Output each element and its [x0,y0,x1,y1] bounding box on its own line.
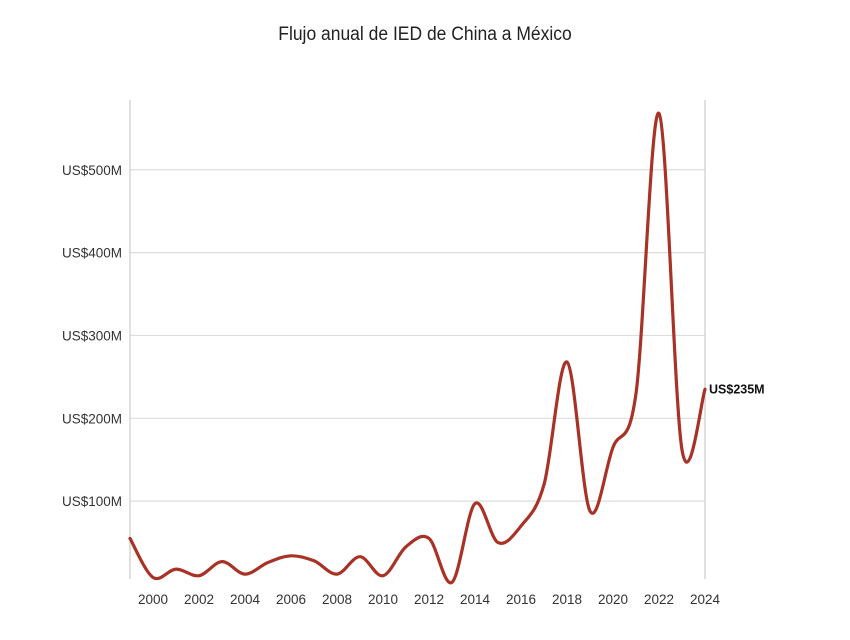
data-point-2018 [565,360,569,364]
data-point-2021 [634,391,638,395]
x-tick-label: 2002 [184,592,214,607]
x-tick-label: 2000 [138,592,168,607]
x-tick-label: 2008 [322,592,352,607]
x-tick-label: 2006 [276,592,306,607]
y-tick-label: US$300M [62,328,122,343]
data-point-2001 [174,567,178,571]
gridlines [130,169,705,502]
series-line-0 [128,111,707,584]
data-point-2010 [381,574,385,578]
chart-title: Flujo anual de IED de China a México [278,24,572,45]
x-tick-label: 2010 [368,592,398,607]
data-point-2009 [358,555,362,559]
end-value-label: US$235M [709,382,765,396]
data-point-2024 [703,387,707,391]
data-point-2003 [220,560,224,564]
data-point-2011 [404,545,408,549]
data-point-2015 [496,541,500,545]
axes [129,100,706,579]
x-tick-label: 2018 [552,592,582,607]
x-tick-label: 2012 [414,592,444,607]
data-point-2016 [519,524,523,528]
data-point-2022 [657,111,661,115]
data-point-2005 [266,561,270,565]
x-tick-label: 2024 [690,592,721,607]
data-point-2007 [312,559,316,563]
x-tick-label: 2014 [460,592,491,607]
data-point-2020 [611,445,615,449]
data-point-2008 [335,572,339,576]
data-point-2013 [450,580,454,584]
x-tick-label: 2004 [230,592,261,607]
y-tick-label: US$200M [62,411,122,426]
y-tick-label: US$500M [62,163,122,178]
tick-labels: US$100M US$200M US$300M US$400M US$500M 2000 2… [62,163,765,607]
x-tick-label: 2020 [598,592,628,607]
data-point-2000 [151,575,155,579]
data-point-2004 [243,572,247,576]
data-point-2023 [680,448,684,452]
data-point-2002 [197,574,201,578]
data-point-1999 [128,536,132,540]
data-point-2019 [588,509,592,513]
x-tick-label: 2022 [644,592,674,607]
data-point-2006 [289,554,293,558]
data-point-2014 [473,502,477,506]
x-tick-label: 2016 [506,592,536,607]
y-tick-label: US$400M [62,246,122,261]
data-point-2017 [542,483,546,487]
data-point-2012 [427,536,431,540]
y-tick-label: US$100M [62,494,122,509]
series-layer [128,111,707,584]
